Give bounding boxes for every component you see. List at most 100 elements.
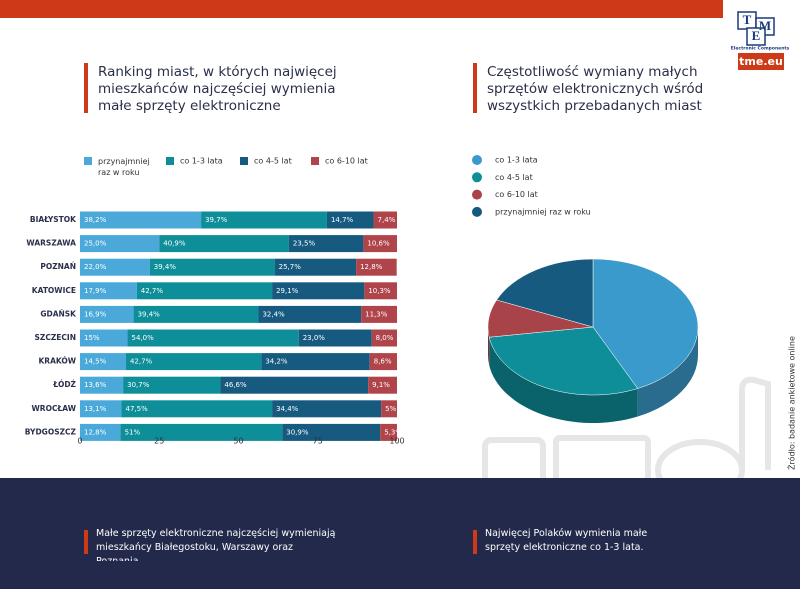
- bar-segment: [80, 235, 160, 253]
- category-label: POZNAŃ: [40, 262, 76, 271]
- value-label: 10,3%: [368, 287, 391, 295]
- value-label: 16,9%: [84, 310, 107, 318]
- value-label: 12,8%: [360, 263, 383, 271]
- legend-swatch: [84, 157, 92, 165]
- category-label: BYDGOSZCZ: [25, 427, 77, 436]
- bar-segment: [125, 353, 262, 371]
- footer-text-box: Małe sprzęty elektroniczne najczęściej w…: [96, 528, 335, 561]
- footer: [0, 478, 800, 589]
- legend-label: co 1-3 lata: [495, 156, 538, 165]
- pie-slice: [496, 258, 594, 328]
- value-label: 23,0%: [303, 334, 326, 342]
- bar-segment: [127, 329, 299, 347]
- value-label: 30,7%: [127, 381, 150, 389]
- bar-segment: [368, 376, 397, 394]
- title-accent: [473, 63, 477, 113]
- value-label: 38,2%: [84, 216, 107, 224]
- bar-segment: [356, 258, 397, 276]
- value-label: 40,9%: [163, 240, 186, 248]
- bar-segment: [298, 329, 372, 347]
- category-label: WARSZAWA: [26, 239, 76, 248]
- value-label: 34,2%: [265, 358, 288, 366]
- chart-title: Częstotliwość wymiany małych: [487, 64, 698, 80]
- legend-label: co 6-10 lat: [495, 190, 538, 199]
- value-label: 51%: [125, 428, 141, 436]
- bar-segment: [261, 353, 370, 371]
- x-tick-label: 75: [313, 437, 323, 446]
- value-label: 9,1%: [372, 381, 390, 389]
- value-label: 54,0%: [132, 334, 155, 342]
- bar-segment: [80, 329, 128, 347]
- category-label: SZCZECIN: [35, 333, 76, 342]
- legend-swatch: [472, 206, 482, 217]
- bar-segment: [159, 235, 289, 253]
- bar-segment: [371, 329, 397, 347]
- bar-segment: [80, 305, 134, 323]
- legend-label: przynajmniej raz w roku: [98, 157, 150, 177]
- value-label: 39,4%: [154, 263, 177, 271]
- bar-segment: [381, 400, 397, 418]
- bar-segment: [80, 282, 137, 300]
- category-label: ŁÓDŹ: [52, 380, 76, 389]
- logo-letter: M: [759, 18, 771, 33]
- value-label: 5%: [385, 405, 396, 413]
- footer-accent: [473, 530, 477, 554]
- legend-label: co 6-10 lat: [325, 157, 368, 166]
- bar-segment: [133, 305, 259, 323]
- bar-segment: [201, 211, 327, 229]
- bar-segment: [123, 376, 221, 394]
- chart-title: małe sprzęty elektroniczne: [98, 98, 281, 114]
- legend-swatch: [166, 157, 174, 165]
- footer-accent: [84, 530, 88, 554]
- value-label: 42,7%: [130, 358, 153, 366]
- category-label: GDAŃSK: [40, 309, 77, 318]
- bar-segment: [149, 258, 275, 276]
- value-label: 8,0%: [376, 334, 394, 342]
- x-tick-label: 0: [77, 437, 82, 446]
- bar-segment: [272, 400, 382, 418]
- value-label: 8,6%: [374, 358, 392, 366]
- chart-title: mieszkańców najczęściej wymienia: [98, 81, 336, 97]
- footer-text: Najwięcej Polaków wymienia małe sprzęty …: [485, 528, 648, 553]
- header-bar: [0, 0, 723, 18]
- logo-tagline: Electronic Components: [731, 46, 790, 52]
- value-label: 12,8%: [84, 428, 107, 436]
- value-label: 17,9%: [84, 287, 107, 295]
- legend-label: co 4-5 lat: [254, 157, 292, 166]
- chart-title: wszystkich przebadanych miast: [487, 98, 702, 114]
- legend-label: co 1-3 lata: [180, 157, 223, 166]
- bar-segment: [361, 305, 397, 323]
- logo-letter: E: [752, 28, 761, 43]
- x-tick-label: 100: [389, 437, 404, 446]
- chart-title: sprzętów elektronicznych wśród: [487, 81, 703, 97]
- bar-segment: [364, 282, 397, 300]
- bar-segment: [80, 400, 122, 418]
- source-note: Źródło: badanie ankietowe online: [786, 336, 797, 470]
- footer-text-box: Najwięcej Polaków wymienia małe sprzęty …: [485, 528, 648, 553]
- bar-segment: [80, 258, 150, 276]
- value-label: 42,7%: [141, 287, 164, 295]
- bar-segment: [80, 353, 126, 371]
- value-label: 15%: [84, 334, 100, 342]
- value-label: 7,4%: [378, 216, 396, 224]
- category-label: WROCŁAW: [32, 404, 77, 413]
- value-label: 14,7%: [331, 216, 354, 224]
- pie-slice: [592, 258, 699, 389]
- bar-segment: [272, 282, 365, 300]
- category-label: KATOWICE: [32, 286, 76, 295]
- value-label: 13,6%: [84, 381, 107, 389]
- legend-swatch: [472, 155, 482, 165]
- bar-segment: [121, 400, 273, 418]
- value-label: 39,4%: [138, 310, 161, 318]
- value-label: 14,5%: [84, 358, 107, 366]
- bar-segment: [80, 423, 121, 441]
- legend-label: przynajmniej raz w roku: [495, 207, 591, 216]
- value-label: 11,3%: [365, 310, 388, 318]
- bar-segment: [220, 376, 369, 394]
- bar-segment: [363, 235, 397, 253]
- value-label: 46,6%: [224, 381, 247, 389]
- category-label: KRAKÓW: [38, 357, 76, 366]
- logo: T M E Electronic Components tme.eu: [731, 11, 790, 70]
- legend-swatch: [472, 189, 482, 200]
